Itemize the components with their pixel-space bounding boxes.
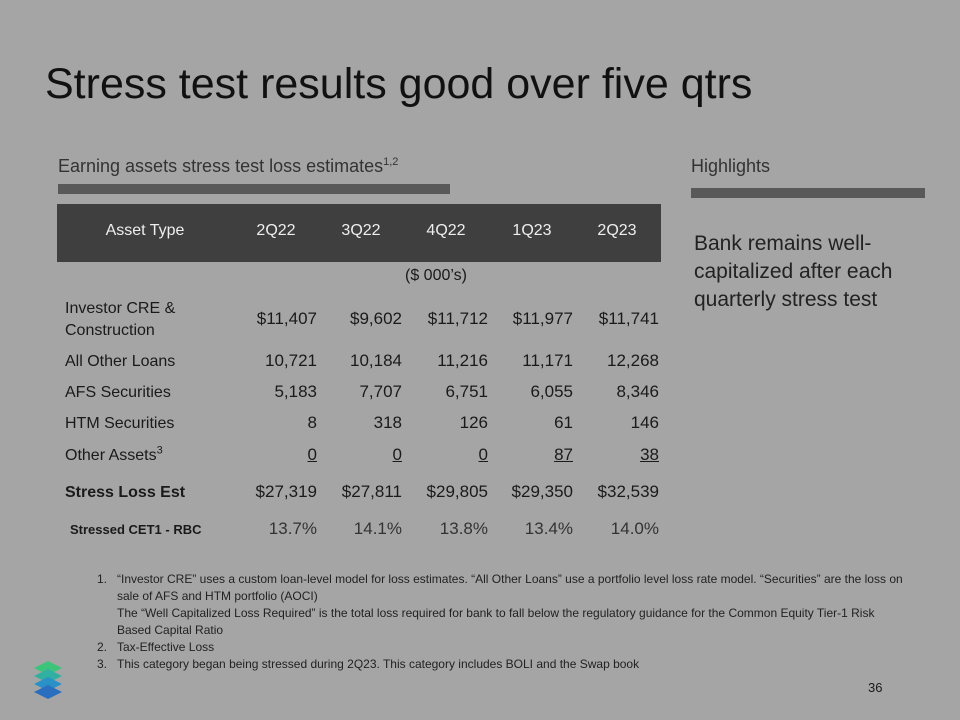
footnote: 1. “Investor CRE” uses a custom loan-leve… <box>97 571 907 639</box>
footnote-text: “Investor CRE” uses a custom loan-level … <box>117 572 903 603</box>
table-cell: 10,184 <box>350 351 402 370</box>
section-heading: Earning assets stress test loss estimate… <box>58 156 398 177</box>
table-cell: 8,346 <box>616 382 659 401</box>
table-cell: $11,741 <box>598 309 659 328</box>
table-cell: 12,268 <box>607 351 659 370</box>
table-cell: $11,977 <box>512 309 573 328</box>
label-text: Stress Loss Est <box>65 484 186 501</box>
table-cell: 8 <box>307 413 317 432</box>
table-cell: 13.4% <box>524 519 573 538</box>
superscript: 1,2 <box>383 156 399 168</box>
heading-text: Earning assets stress test loss estimate… <box>58 156 384 176</box>
row-label: HTM Securities <box>65 413 245 435</box>
label-text: Other Assets <box>65 447 157 464</box>
footnote-number: 2. <box>97 640 108 654</box>
table-cell: $9,602 <box>350 309 402 328</box>
row-label: Investor CRE & Construction <box>65 298 205 342</box>
table-cell: 87 <box>554 445 573 464</box>
table-cell: 7,707 <box>359 382 402 401</box>
table-cell: 0 <box>478 445 488 464</box>
table-cell: 10,721 <box>265 351 317 370</box>
table-cell: $29,805 <box>426 482 488 501</box>
table-cell: 318 <box>373 413 402 432</box>
table-cell: $27,811 <box>341 482 402 501</box>
label-text: All Other Loans <box>65 353 176 370</box>
table-cell: 14.0% <box>610 519 659 538</box>
superscript: 3 <box>156 444 163 457</box>
table-cell: 0 <box>307 445 317 464</box>
heading-bar <box>58 184 450 194</box>
column-header: 2Q22 <box>256 222 296 239</box>
table-cell: 11,216 <box>437 351 488 370</box>
footnote: 2. Tax-Effective Loss <box>97 639 907 656</box>
footnote-text: This category began being stressed durin… <box>117 657 640 671</box>
column-header: 1Q23 <box>512 222 552 239</box>
table-cell: 6,751 <box>445 382 488 401</box>
footnote: 3. This category began being stressed dur… <box>97 656 907 673</box>
column-header: 4Q22 <box>426 222 466 239</box>
table-cell: 61 <box>554 413 573 432</box>
row-label: All Other Loans <box>65 351 245 373</box>
row-label: AFS Securities <box>65 382 245 404</box>
logo-layer <box>34 677 62 691</box>
column-header: Asset Type <box>105 222 185 239</box>
label-text: AFS Securities <box>65 384 171 401</box>
table-cell: 13.8% <box>439 519 488 538</box>
table-cell: 146 <box>630 413 659 432</box>
row-label: Stressed CET1 - RBC <box>70 519 250 541</box>
footnote-body: Tax-Effective Loss <box>117 639 214 656</box>
logo <box>34 661 62 699</box>
column-header: 2Q23 <box>597 222 637 239</box>
heading-bar <box>691 188 925 198</box>
row-label: Other Assets3 <box>65 445 245 467</box>
row-label: Stress Loss Est <box>65 482 245 504</box>
highlights-text: Bank remains well-capitalized after each… <box>694 232 893 311</box>
table-cell: 14.1% <box>353 519 402 538</box>
table-cell: 11,171 <box>522 351 573 370</box>
table-header <box>57 204 661 262</box>
footnote-body: “Investor CRE” uses a custom loan-level … <box>117 571 907 639</box>
table-cell: 5,183 <box>274 382 317 401</box>
footnote-number: 1. <box>97 572 108 586</box>
label-text: Stressed CET1 - RBC <box>70 522 202 537</box>
table-cell: 13.7% <box>268 519 317 538</box>
table-cell: $27,319 <box>255 482 317 501</box>
table-cell: 126 <box>459 413 488 432</box>
footnote-body: This category began being stressed durin… <box>117 656 639 673</box>
table-cell: 0 <box>392 445 402 464</box>
table-cell: $32,539 <box>597 482 659 501</box>
footnotes: 1. “Investor CRE” uses a custom loan-leve… <box>97 571 907 673</box>
table-cell: $29,350 <box>511 482 573 501</box>
footnote-text: Tax-Effective Loss <box>117 640 215 654</box>
label-text: Investor CRE & Construction <box>65 300 176 339</box>
logo-layer <box>34 685 62 699</box>
logo-layer <box>34 669 62 683</box>
slide-title: Stress test results good over five qtrs <box>45 60 753 108</box>
highlights-heading: Highlights <box>691 156 771 176</box>
logo-layer <box>34 661 62 675</box>
footnote-number: 3. <box>97 657 108 671</box>
table-cell: $11,407 <box>256 309 317 328</box>
units-label: ($ 000’s) <box>405 267 467 284</box>
column-header: 3Q22 <box>341 222 381 239</box>
label-text: HTM Securities <box>65 415 175 432</box>
table-cell: 38 <box>640 445 659 464</box>
page-number: 36 <box>868 680 883 695</box>
footnote-text: The “Well Capitalized Loss Required” is … <box>117 606 875 637</box>
table-cell: 6,055 <box>530 382 573 401</box>
table-cell: $11,712 <box>427 309 488 328</box>
